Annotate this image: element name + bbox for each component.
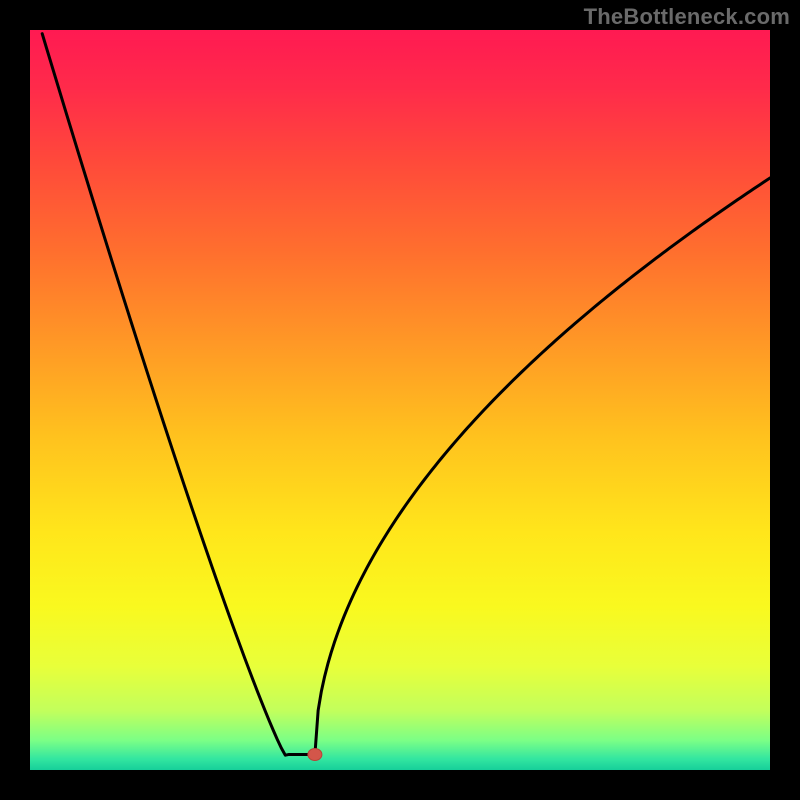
- watermark-text: TheBottleneck.com: [584, 4, 790, 30]
- plot-background: [30, 30, 770, 770]
- minimum-marker: [308, 748, 322, 760]
- chart-svg: [0, 0, 800, 800]
- chart-root: { "watermark": { "text": "TheBottleneck.…: [0, 0, 800, 800]
